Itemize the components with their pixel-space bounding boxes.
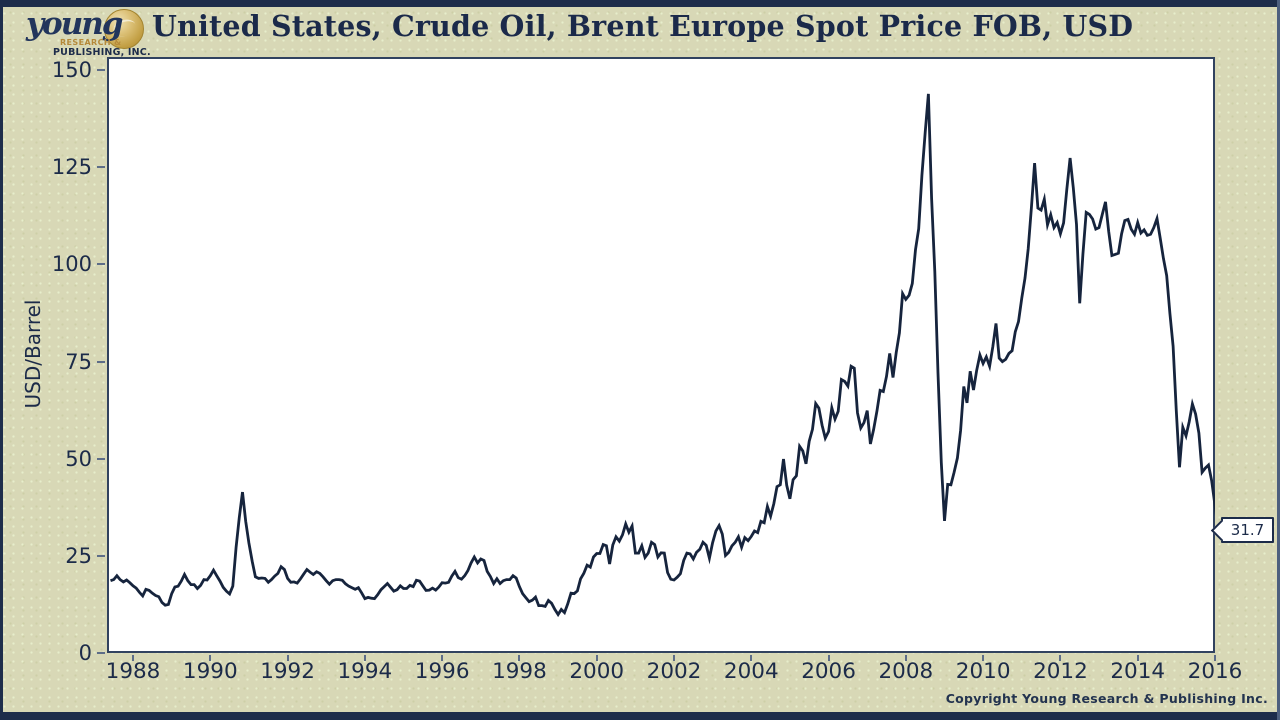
x-tick-label: 1998 <box>492 659 547 684</box>
logo-script-text: young <box>26 6 123 42</box>
plot-border <box>107 57 1215 653</box>
x-tick-mark <box>904 655 907 661</box>
x-tick-label: 2004 <box>723 659 779 684</box>
x-tick-label: 1992 <box>260 659 315 684</box>
x-tick-mark <box>441 655 444 661</box>
y-tick-mark <box>97 457 105 460</box>
y-tick-label: 0 <box>78 641 92 665</box>
price-line-svg <box>107 57 1215 653</box>
frame-border-bottom <box>0 712 1280 720</box>
x-tick-mark <box>750 655 753 661</box>
x-tick-label: 2002 <box>646 659 702 684</box>
y-tick-label: 50 <box>65 446 92 471</box>
logo-research-text: RESEARCH & <box>60 38 122 47</box>
x-tick-label: 2010 <box>955 659 1011 684</box>
y-tick-mark <box>97 69 105 72</box>
y-tick-mark <box>97 554 105 557</box>
last-value-callout: 31.7 <box>1210 516 1274 543</box>
y-tick-mark <box>97 263 105 266</box>
frame-border-left <box>0 0 3 720</box>
plot-area <box>107 57 1215 653</box>
y-tick-label: 100 <box>51 252 92 277</box>
y-tick-label: 25 <box>65 543 92 568</box>
copyright-text: Copyright Young Research & Publishing In… <box>945 691 1268 706</box>
x-tick-mark <box>1059 655 1062 661</box>
x-tick-mark <box>518 655 521 661</box>
x-tick-label: 2008 <box>878 659 934 684</box>
y-tick-label: 150 <box>51 58 92 83</box>
x-tick-mark <box>595 655 598 661</box>
x-tick-label: 2006 <box>801 659 856 684</box>
young-research-logo: young RESEARCH & PUBLISHING, INC. <box>20 6 155 58</box>
x-tick-mark <box>1136 655 1139 661</box>
y-tick-label: 75 <box>65 349 92 374</box>
x-tick-mark <box>1214 655 1216 661</box>
x-tick-label: 1994 <box>337 659 393 684</box>
frame-border-top <box>0 0 1280 7</box>
x-tick-label: 2000 <box>569 659 625 684</box>
y-tick-mark <box>97 360 105 363</box>
x-tick-label: 1988 <box>105 659 161 684</box>
x-tick-label: 1996 <box>414 659 470 684</box>
x-tick-mark <box>363 655 366 661</box>
logo-publishing-text: PUBLISHING, INC. <box>53 47 151 58</box>
x-tick-mark <box>209 655 212 661</box>
x-tick-mark <box>132 655 134 661</box>
x-tick-label: 2012 <box>1033 659 1088 684</box>
frame-border-right <box>1277 0 1280 720</box>
y-tick-mark <box>97 166 105 169</box>
x-tick-mark <box>982 655 985 661</box>
last-value-text: 31.7 <box>1230 520 1265 539</box>
chart-title: United States, Crude Oil, Brent Europe S… <box>152 9 1134 43</box>
x-tick-label: 1990 <box>182 659 238 684</box>
globe-icon <box>104 9 144 49</box>
y-tick-label: 125 <box>51 155 92 180</box>
y-tick-mark <box>97 652 105 654</box>
x-tick-mark <box>286 655 289 661</box>
x-tick-mark <box>673 655 675 661</box>
x-tick-mark <box>827 655 830 661</box>
x-tick-label: 2016 <box>1187 659 1243 684</box>
x-tick-label: 2014 <box>1110 659 1166 684</box>
brent-price-line <box>110 93 1215 618</box>
